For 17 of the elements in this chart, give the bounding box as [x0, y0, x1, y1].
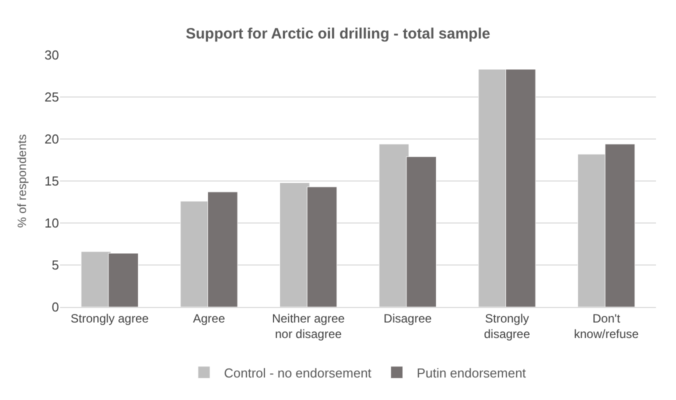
x-tick-label: Don't know/refuse: [574, 311, 640, 341]
chart-title: Support for Arctic oil drilling - total sample: [186, 26, 490, 42]
x-tick-label: Neither agree nor disagree: [272, 311, 346, 341]
x-tick-label: Agree: [192, 311, 226, 326]
x-tick-label: Disagree: [384, 311, 432, 326]
y-axis-title: % of respondents: [14, 134, 29, 228]
legend-label: Putin endorsement: [416, 365, 526, 380]
y-tick-label: 20: [44, 132, 59, 147]
y-tick-label: 0: [52, 300, 59, 315]
y-tick-label: 15: [44, 174, 59, 189]
y-tick-label: 25: [44, 90, 59, 105]
y-tick-label: 5: [52, 258, 59, 273]
y-tick-label: 30: [44, 48, 59, 63]
y-tick-label: 10: [44, 216, 59, 231]
x-tick-label: Strongly disagree: [484, 311, 530, 341]
legend-label: Control - no endorsement: [224, 365, 372, 380]
x-tick-label: Strongly agree: [70, 311, 150, 326]
